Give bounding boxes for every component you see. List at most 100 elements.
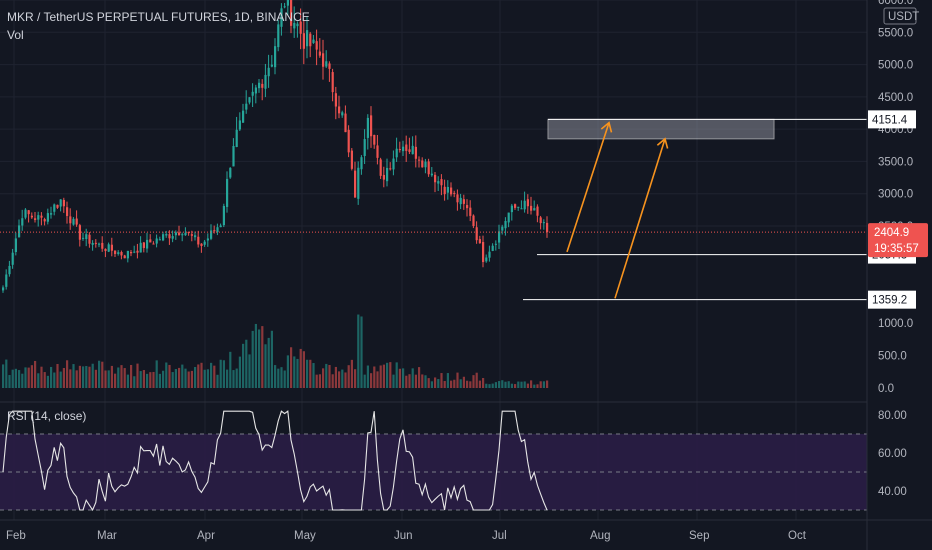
candle-body[interactable] [229, 168, 232, 178]
candle-body[interactable] [382, 174, 385, 180]
currency-badge[interactable] [883, 7, 917, 25]
candle-body[interactable] [251, 91, 254, 96]
candle-body[interactable] [206, 238, 209, 241]
candle-body[interactable] [197, 236, 200, 245]
candle-body[interactable] [504, 220, 507, 229]
candle-body[interactable] [88, 234, 91, 244]
candle-body[interactable] [213, 230, 216, 232]
candle-body[interactable] [462, 199, 465, 204]
candle-body[interactable] [171, 236, 174, 239]
candle-body[interactable] [485, 257, 488, 262]
candle-body[interactable] [440, 179, 443, 186]
candle-body[interactable] [46, 213, 49, 222]
candle-body[interactable] [226, 178, 229, 207]
candle-body[interactable] [437, 181, 440, 184]
candle-body[interactable] [363, 139, 366, 156]
arrow-line[interactable] [566, 122, 610, 253]
candle-body[interactable] [91, 242, 94, 245]
candle-body[interactable] [85, 234, 88, 239]
candle-body[interactable] [427, 161, 430, 175]
candle-body[interactable] [530, 205, 533, 211]
candle-body[interactable] [514, 204, 517, 208]
candle-body[interactable] [331, 72, 334, 93]
candle-body[interactable] [357, 167, 360, 199]
candle-body[interactable] [277, 24, 280, 48]
candle-body[interactable] [24, 209, 27, 218]
candles[interactable] [2, 0, 549, 293]
candle-body[interactable] [536, 206, 539, 216]
candle-body[interactable] [450, 187, 453, 195]
candle-body[interactable] [306, 30, 309, 47]
candle-body[interactable] [14, 238, 17, 252]
target-zone[interactable] [547, 118, 775, 140]
candle-body[interactable] [216, 227, 219, 233]
candle-body[interactable] [56, 204, 59, 208]
candle-body[interactable] [424, 161, 427, 168]
candle-body[interactable] [411, 145, 414, 155]
candle-body[interactable] [510, 205, 513, 213]
candle-body[interactable] [101, 242, 104, 249]
candle-body[interactable] [82, 237, 85, 239]
candle-body[interactable] [421, 160, 424, 168]
time-axis[interactable]: Feb Mar Apr May Jun Jul Aug Sep Oct [0, 519, 932, 542]
candle-body[interactable] [158, 239, 161, 241]
candle-body[interactable] [5, 274, 8, 287]
candle-body[interactable] [165, 234, 168, 236]
candle-body[interactable] [379, 159, 382, 176]
candle-body[interactable] [187, 232, 190, 234]
candle-body[interactable] [546, 222, 549, 233]
candle-body[interactable] [261, 83, 264, 88]
candle-body[interactable] [408, 149, 411, 152]
candle-body[interactable] [370, 115, 373, 137]
candle-body[interactable] [78, 225, 81, 240]
candle-body[interactable] [290, 0, 293, 26]
candle-body[interactable] [453, 192, 456, 194]
candle-body[interactable] [222, 205, 225, 226]
candle-body[interactable] [117, 252, 120, 255]
candle-body[interactable] [178, 232, 181, 236]
candle-body[interactable] [133, 251, 136, 253]
candle-body[interactable] [373, 134, 376, 145]
candle-body[interactable] [309, 33, 312, 47]
candle-body[interactable] [235, 129, 238, 147]
candle-body[interactable] [398, 149, 401, 151]
candle-body[interactable] [37, 215, 40, 220]
candle-body[interactable] [11, 252, 14, 265]
candle-body[interactable] [414, 146, 417, 159]
candle-body[interactable] [21, 218, 24, 226]
candle-body[interactable] [114, 250, 117, 254]
candle-body[interactable] [402, 146, 405, 152]
candle-body[interactable] [283, 6, 286, 8]
candle-body[interactable] [162, 234, 165, 241]
candle-body[interactable] [459, 197, 462, 205]
candle-body[interactable] [386, 167, 389, 182]
candle-body[interactable] [242, 110, 245, 123]
candle-body[interactable] [40, 215, 43, 218]
candle-body[interactable] [475, 227, 478, 241]
candle-body[interactable] [315, 41, 318, 50]
candle-body[interactable] [542, 222, 545, 224]
candle-body[interactable] [123, 255, 126, 259]
candle-body[interactable] [443, 186, 446, 195]
candle-body[interactable] [43, 219, 46, 222]
candle-body[interactable] [478, 239, 481, 244]
candle-body[interactable] [302, 33, 305, 49]
candle-body[interactable] [120, 252, 123, 256]
candle-body[interactable] [8, 265, 11, 275]
candle-body[interactable] [2, 287, 5, 291]
candle-body[interactable] [184, 232, 187, 236]
candle-body[interactable] [155, 238, 158, 244]
candle-body[interactable] [341, 112, 344, 116]
candle-body[interactable] [456, 194, 459, 203]
candle-body[interactable] [53, 204, 56, 212]
candle-body[interactable] [325, 61, 328, 67]
candle-body[interactable] [232, 146, 235, 167]
candle-body[interactable] [50, 213, 53, 215]
candle-body[interactable] [286, 0, 289, 6]
candle-body[interactable] [392, 158, 395, 170]
candle-body[interactable] [520, 208, 523, 210]
drawings[interactable] [0, 118, 867, 301]
candle-body[interactable] [142, 242, 145, 248]
candle-body[interactable] [347, 129, 350, 153]
